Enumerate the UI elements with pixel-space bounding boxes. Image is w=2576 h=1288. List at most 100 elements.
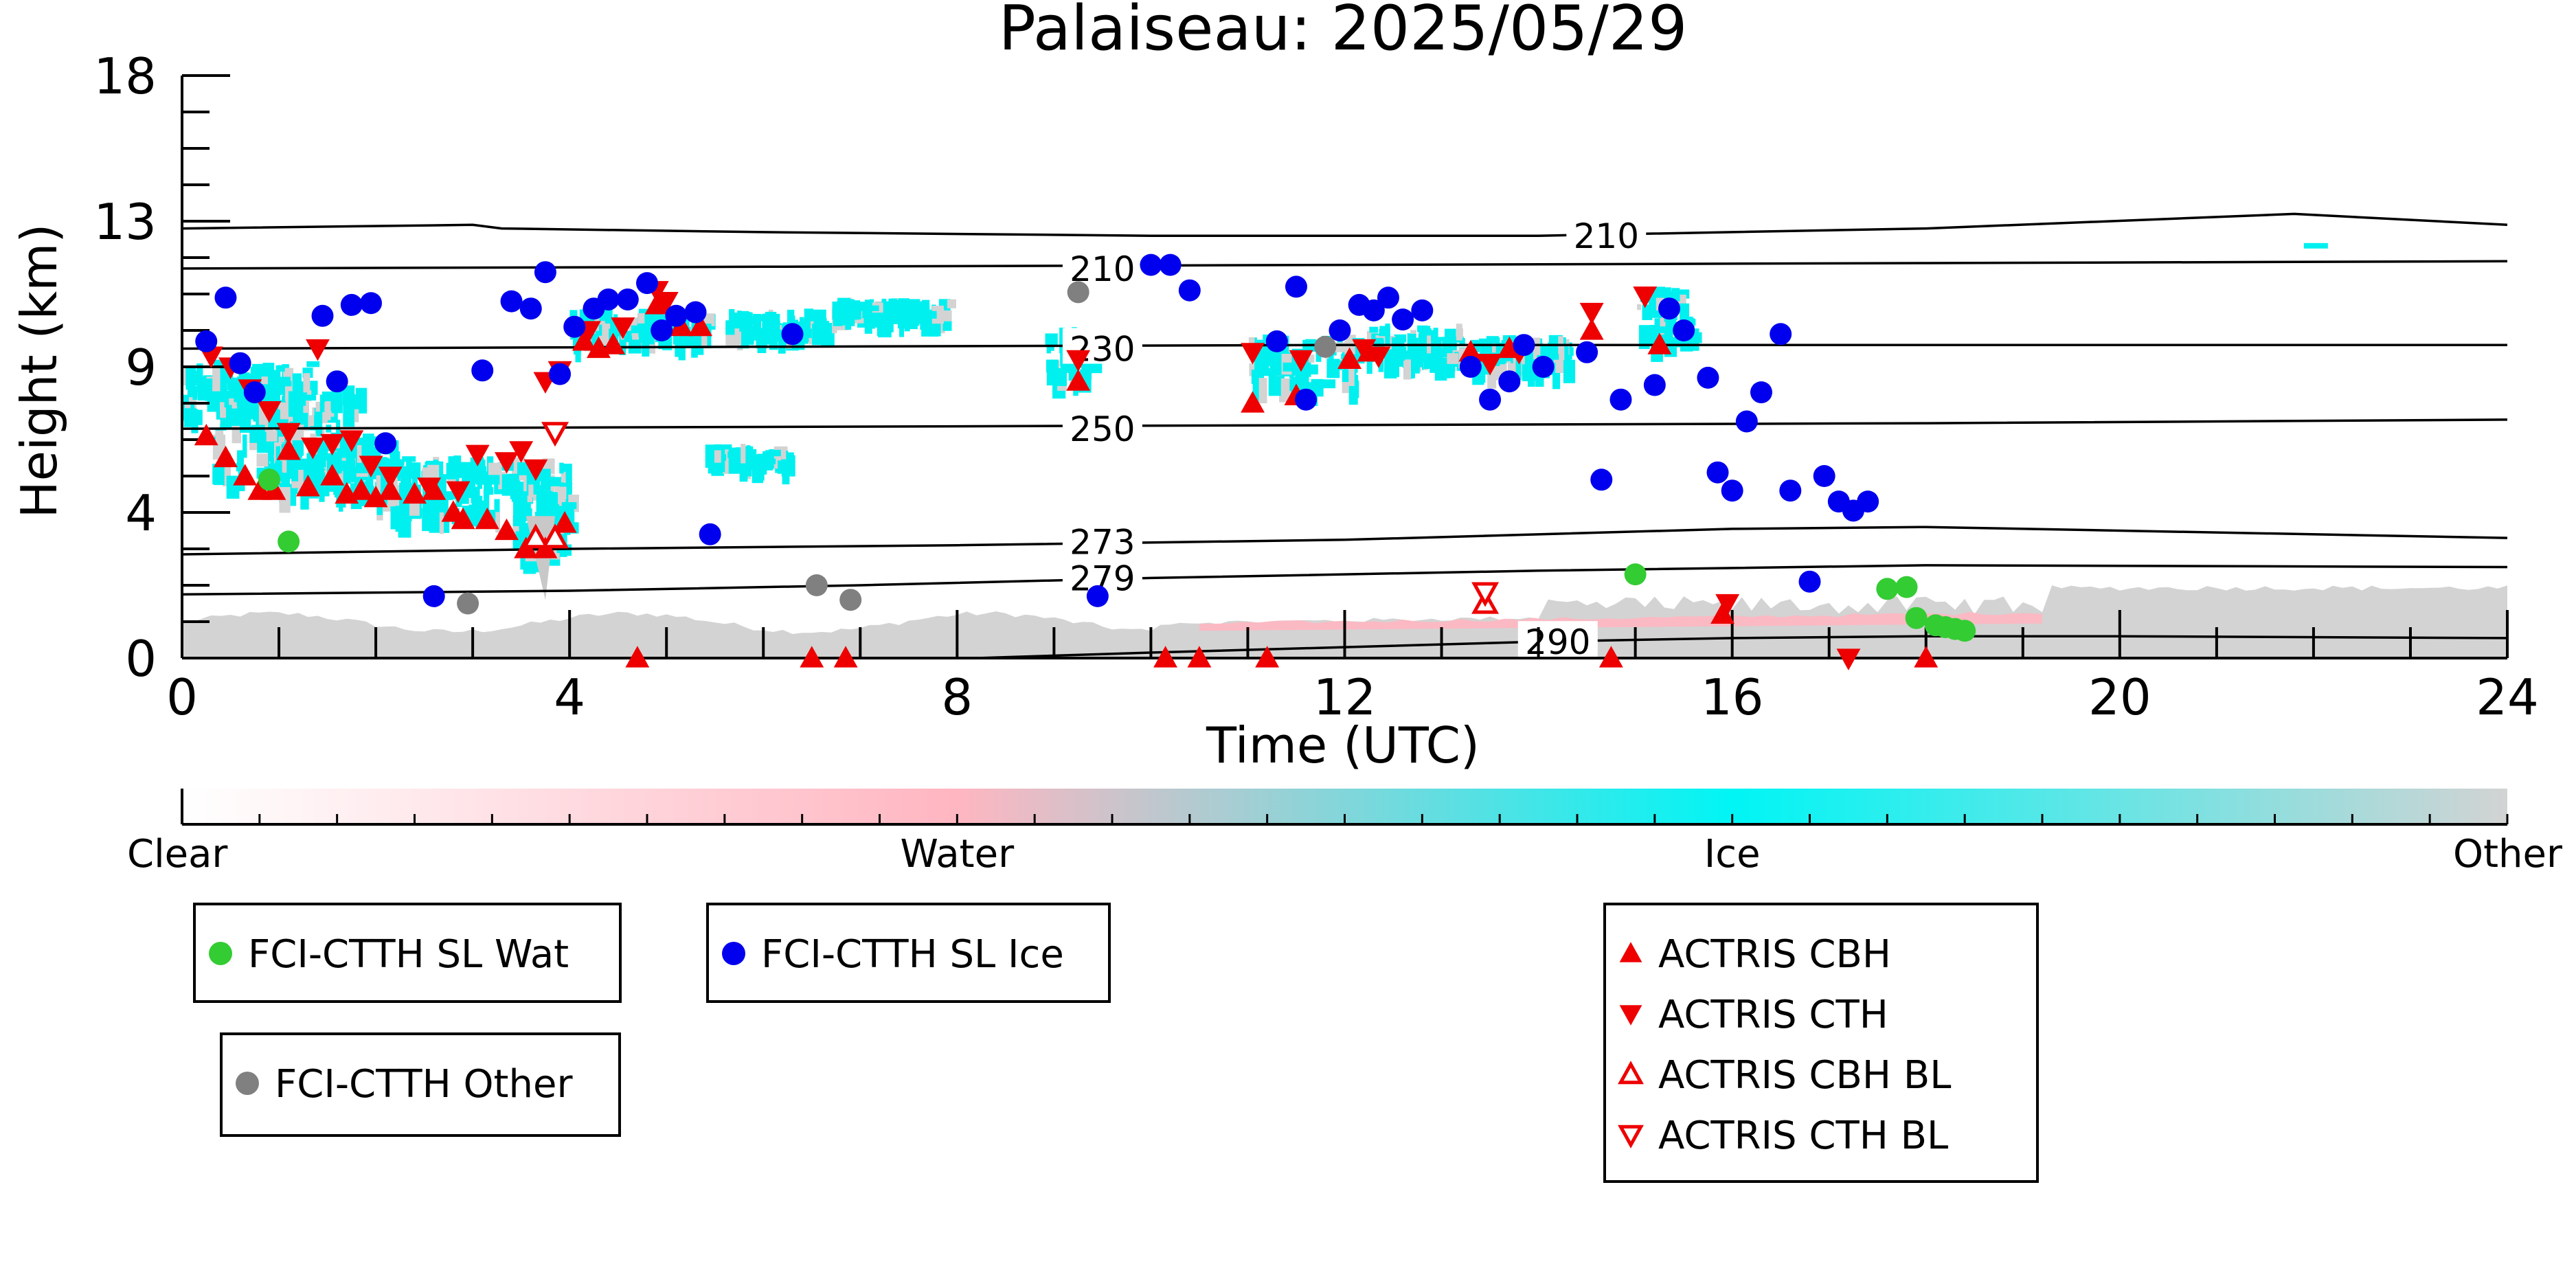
legend-box: FCI-CTTH SL Ice bbox=[706, 903, 1111, 1003]
data-point-fci-ctth-sl-ice bbox=[1295, 388, 1318, 411]
axes: 0 4 9 13 18 0 4 8 12 16 20 24 bbox=[93, 47, 2538, 726]
x-tick-label: 12 bbox=[1313, 668, 1377, 726]
data-point-actris-cbh bbox=[295, 475, 320, 497]
data-point-actris-cth bbox=[320, 433, 345, 456]
data-point-fci-ctth-sl-ice bbox=[1770, 323, 1792, 346]
data-point-fci-ctth-sl-ice bbox=[1735, 410, 1758, 433]
data-point-fci-ctth-sl-ice bbox=[1532, 356, 1555, 378]
isotherm-line bbox=[181, 564, 2508, 596]
data-point-actris-cbh bbox=[625, 646, 650, 668]
data-point-fci-ctth-sl-wat bbox=[1905, 607, 1928, 629]
data-point-fci-ctth-sl-ice bbox=[1813, 465, 1835, 487]
data-point-fci-ctth-sl-ice bbox=[422, 585, 445, 607]
isotherm-line bbox=[181, 526, 2508, 556]
data-point-actris-cbh bbox=[1187, 646, 1212, 668]
data-point-actris-cbh bbox=[1914, 646, 1939, 668]
data-point-fci-ctth-sl-ice bbox=[1779, 479, 1802, 502]
legend-label: ACTRIS CBH BL bbox=[1658, 1053, 1951, 1098]
data-point-fci-ctth-sl-ice bbox=[229, 352, 251, 374]
data-point-fci-ctth-sl-ice bbox=[340, 293, 363, 316]
legend-marker bbox=[1619, 1005, 1642, 1026]
data-point-fci-ctth-sl-wat bbox=[258, 468, 280, 491]
data-point-fci-ctth-sl-ice bbox=[214, 286, 237, 309]
data-point-actris-cth bbox=[1633, 286, 1658, 308]
water-band bbox=[1199, 611, 2042, 644]
isotherm-line bbox=[181, 343, 2507, 350]
data-point-actris-cbh bbox=[1241, 391, 1265, 413]
data-markers bbox=[194, 253, 1976, 670]
isotherm-label-bg bbox=[1566, 215, 1647, 251]
x-tick-label: 4 bbox=[554, 668, 585, 726]
isotherm-line bbox=[181, 418, 2508, 430]
isotherm-label-bg bbox=[1062, 521, 1142, 557]
data-point-fci-ctth-sl-ice bbox=[616, 288, 639, 310]
legend-label: ACTRIS CBH bbox=[1658, 932, 1891, 977]
y-axis-label: Height (km) bbox=[10, 224, 68, 519]
data-point-actris-cbh bbox=[833, 646, 858, 668]
data-point-actris-cth bbox=[1478, 354, 1502, 376]
legend-label: FCI-CTTH SL Ice bbox=[761, 932, 1064, 977]
data-point-fci-ctth-sl-ice bbox=[1329, 319, 1351, 341]
data-point-fci-ctth-other bbox=[1314, 335, 1337, 358]
x-tick-label: 24 bbox=[2476, 668, 2539, 726]
data-point-actris-cbh bbox=[451, 507, 475, 530]
isotherm-label-bg bbox=[1062, 247, 1142, 284]
y-tick-label: 18 bbox=[93, 47, 157, 105]
data-point-actris-cth bbox=[276, 422, 301, 445]
data-point-actris-cth bbox=[1579, 302, 1604, 325]
data-point-actris-cth bbox=[523, 459, 548, 482]
data-point-actris-cth bbox=[301, 438, 325, 460]
data-point-actris-cbh bbox=[213, 445, 238, 468]
data-point-actris-cth bbox=[465, 444, 490, 467]
isotherm-label-bg bbox=[1517, 621, 1598, 657]
data-point-actris-cth bbox=[1715, 594, 1740, 616]
data-point-fci-ctth-sl-ice bbox=[1643, 374, 1666, 396]
data-point-fci-ctth-sl-ice bbox=[1706, 461, 1729, 484]
data-point-fci-ctth-sl-ice bbox=[651, 319, 673, 341]
data-point-fci-ctth-sl-ice bbox=[1377, 286, 1399, 309]
colorbar-label: Clear bbox=[127, 832, 228, 877]
data-point-fci-ctth-sl-ice bbox=[1265, 330, 1288, 352]
legend-marker bbox=[1618, 1061, 1644, 1085]
legend-label: FCI-CTTH Other bbox=[275, 1062, 573, 1107]
legend-label: FCI-CTTH SL Wat bbox=[248, 932, 569, 977]
data-point-actris-cbh bbox=[378, 478, 403, 500]
data-point-fci-ctth-sl-ice bbox=[500, 290, 523, 313]
data-point-fci-ctth-sl-ice bbox=[636, 272, 658, 295]
data-point-fci-ctth-sl-ice bbox=[1178, 279, 1201, 302]
data-point-fci-ctth-sl-ice bbox=[549, 363, 572, 385]
data-point-actris-cth-bl bbox=[1471, 582, 1500, 607]
isotherm-label: 250 bbox=[1070, 409, 1135, 449]
data-point-fci-ctth-sl-ice bbox=[1576, 341, 1598, 363]
data-point-actris-cbh bbox=[349, 478, 374, 500]
data-point-actris-cbh bbox=[233, 464, 258, 486]
data-point-fci-ctth-sl-ice bbox=[1513, 334, 1535, 357]
data-point-fci-ctth-sl-ice bbox=[311, 304, 334, 327]
data-point-actris-cbh-bl bbox=[541, 523, 569, 549]
data-point-fci-ctth-sl-ice bbox=[781, 323, 804, 346]
isotherm-label-bg bbox=[1062, 408, 1142, 444]
data-point-fci-ctth-sl-ice bbox=[360, 292, 383, 315]
data-point-actris-cth bbox=[417, 477, 442, 499]
colorbar-label: Ice bbox=[1704, 832, 1761, 877]
data-point-actris-cbh bbox=[403, 482, 427, 504]
legend-marker bbox=[1618, 1125, 1644, 1149]
data-point-actris-cbh bbox=[320, 464, 345, 486]
data-point-actris-cbh bbox=[552, 511, 577, 533]
legend-marker bbox=[722, 942, 745, 965]
data-point-fci-ctth-sl-ice bbox=[1285, 275, 1307, 298]
data-point-actris-cth bbox=[1066, 350, 1091, 372]
colorbar-label: Other bbox=[2453, 832, 2563, 877]
data-point-actris-cth bbox=[1366, 346, 1391, 368]
data-point-actris-cbh bbox=[1066, 369, 1091, 391]
data-point-actris-cbh bbox=[194, 423, 218, 446]
x-tick-label: 8 bbox=[941, 668, 973, 726]
data-point-fci-ctth-other bbox=[839, 589, 862, 611]
data-point-fci-ctth-sl-ice bbox=[1459, 356, 1482, 378]
data-point-actris-cbh bbox=[276, 438, 301, 460]
legend-box: FCI-CTTH Other bbox=[220, 1032, 621, 1137]
data-point-actris-cth bbox=[339, 430, 364, 452]
data-point-fci-ctth-sl-ice bbox=[699, 523, 721, 545]
